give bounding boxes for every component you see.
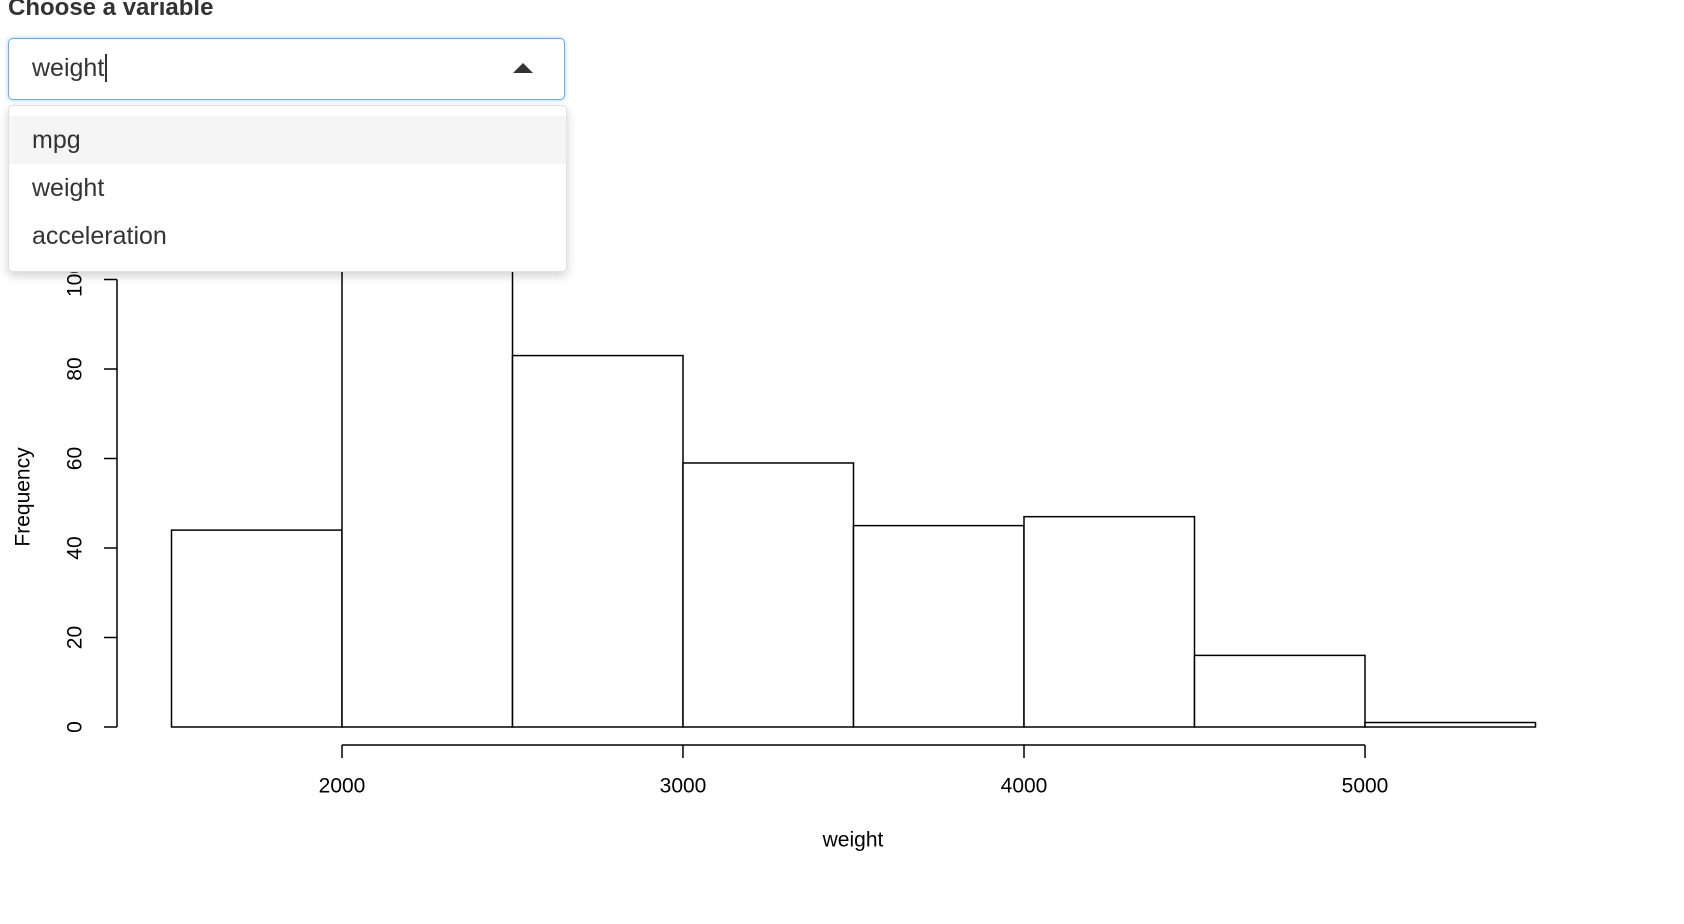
dropdown-option[interactable]: mpg [9,116,566,164]
dropdown-option[interactable]: acceleration [32,222,167,250]
x-tick-label: 3000 [660,775,707,798]
dropdown-menu: mpg weight acceleration [8,105,567,272]
y-tick-label: 80 [64,357,87,380]
histogram-bar [1023,515,1196,728]
dropdown-option[interactable]: weight [32,174,105,202]
histogram-bar [511,354,684,728]
y-axis-title: Frequency [12,447,35,547]
x-tick-label: 5000 [1342,775,1389,798]
x-tick-label: 2000 [319,775,366,798]
x-tick-label: 4000 [1001,775,1048,798]
y-tick-label: 40 [64,536,87,559]
select-input[interactable]: weight [8,38,565,100]
dropdown-caret[interactable] [513,63,533,73]
histogram-bar [170,529,343,728]
input-label: Choose a variable [8,0,214,21]
histogram-bar [1193,654,1366,728]
y-tick-label: 0 [64,721,87,733]
y-tick-label: 20 [64,626,87,649]
y-tick-label: 60 [64,447,87,470]
histogram-bar [341,265,514,728]
x-axis-title: weight [822,829,884,852]
select-value[interactable]: weight [32,54,108,82]
histogram-bar [1364,721,1537,728]
histogram-bar [682,462,855,728]
histogram-bar [852,524,1025,728]
